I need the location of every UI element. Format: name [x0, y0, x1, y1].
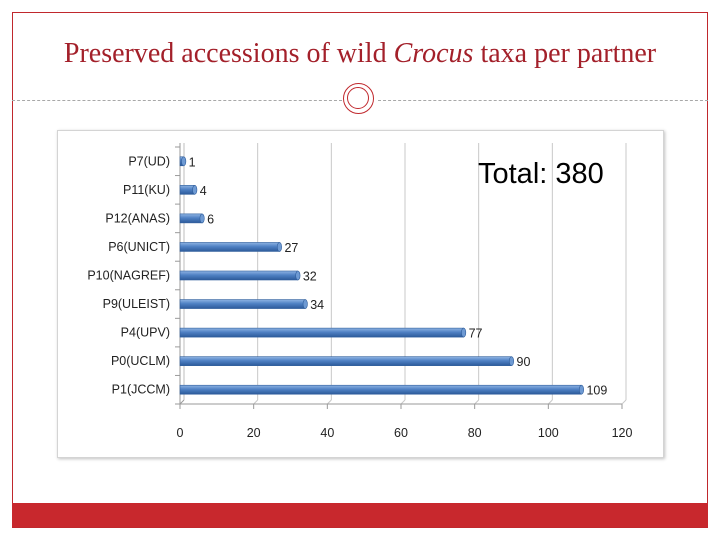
footer-bar	[12, 503, 708, 527]
bar-body	[179, 384, 582, 395]
data-label: 6	[207, 212, 214, 226]
data-label: 109	[586, 384, 607, 398]
category-label: P1(JCCM)	[112, 383, 170, 397]
x-tick-label: 80	[468, 426, 482, 440]
divider-circle-ornament	[343, 83, 374, 114]
title-text-end: taxa per partner	[473, 38, 657, 69]
category-label: P12(ANAS)	[105, 211, 170, 225]
bar	[179, 242, 282, 252]
category-label: P7(UD)	[128, 154, 170, 168]
bar-cap	[199, 213, 205, 224]
bar	[179, 213, 205, 224]
bar	[179, 384, 584, 395]
category-label: P9(ULEIST)	[103, 297, 170, 311]
bar-cap	[295, 270, 301, 281]
bar-body	[179, 213, 203, 224]
title-divider-right	[378, 100, 708, 101]
bar-cap	[192, 185, 198, 195]
slide-frame	[12, 12, 708, 528]
bar-cap	[276, 242, 282, 252]
chart-area	[57, 130, 664, 458]
gridline-floor	[326, 399, 332, 405]
bar-cap	[181, 156, 187, 167]
axis-corner	[179, 399, 185, 405]
x-tick-label: 0	[177, 426, 184, 440]
x-tick-label: 100	[538, 426, 559, 440]
bar	[179, 156, 187, 167]
title-text-genus: Crocus	[393, 38, 474, 69]
bar-body	[179, 299, 306, 309]
category-label: P10(NAGREF)	[87, 269, 170, 283]
x-tick-label: 120	[612, 426, 633, 440]
bar-body	[179, 242, 280, 252]
category-label: P11(KU)	[123, 183, 170, 197]
data-label: 32	[303, 270, 317, 284]
bar	[179, 270, 301, 281]
total-label: Total: 380	[478, 158, 604, 190]
data-label: 90	[517, 355, 531, 369]
gridline-floor	[474, 399, 480, 405]
bar	[179, 356, 514, 366]
labels: 0 20 40 60 80 100 120 P7(UD) 1 P11(KU) 4 P12(ANAS) 6…	[87, 154, 632, 440]
bar-body	[179, 327, 464, 338]
bar-cap	[578, 384, 584, 395]
bar-body	[179, 270, 299, 281]
gridline-floor	[621, 399, 627, 405]
bars	[179, 156, 584, 395]
data-label: 77	[469, 327, 483, 341]
bar-cap	[302, 299, 308, 309]
bar	[179, 299, 308, 309]
title-text-start: Preserved accessions of wild	[63, 38, 394, 69]
data-label: 34	[310, 298, 324, 312]
title-divider-left	[12, 100, 342, 101]
gridline-floor	[253, 399, 259, 405]
category-label: P0(UCLM)	[111, 354, 170, 368]
slide-title: Preserved accessions of wild Crocus taxa…	[12, 38, 708, 70]
bar-body	[179, 356, 512, 366]
category-label: P4(UPV)	[121, 326, 170, 340]
bar-cap	[508, 356, 514, 366]
bar-cap	[461, 327, 467, 338]
bar	[179, 185, 198, 195]
x-tick-label: 60	[394, 426, 408, 440]
x-tick-label: 20	[247, 426, 261, 440]
data-label: 1	[189, 155, 196, 169]
gridline-floor	[400, 399, 406, 405]
category-label: P6(UNICT)	[108, 240, 170, 254]
gridline-floor	[547, 399, 553, 405]
data-label: 27	[284, 241, 298, 255]
x-tick-label: 40	[320, 426, 334, 440]
data-label: 4	[200, 184, 207, 198]
bar	[179, 327, 467, 338]
